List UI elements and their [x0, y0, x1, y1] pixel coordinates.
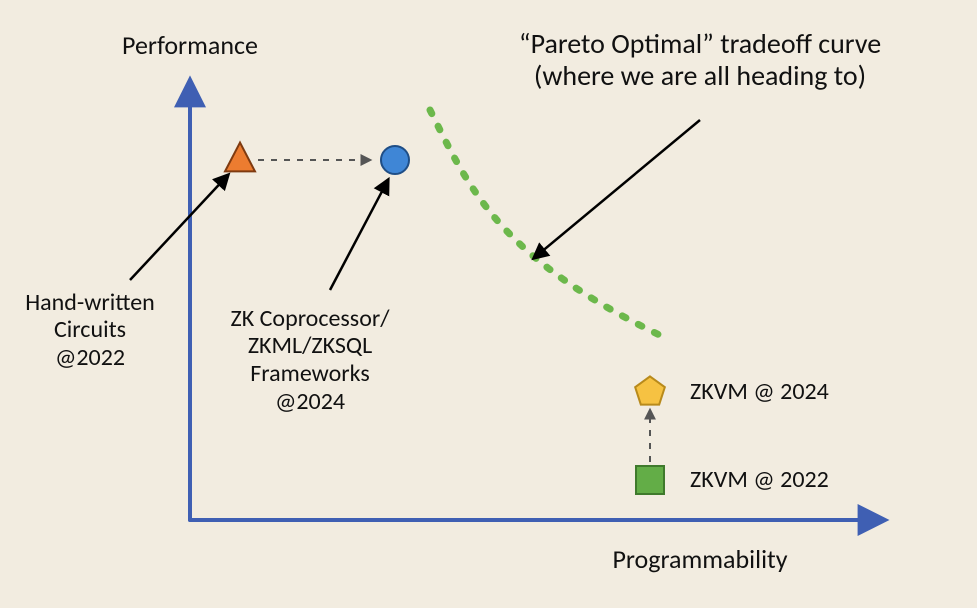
- pareto-label: “Pareto Optimal” tradeoff curve(where we…: [500, 28, 900, 92]
- circle-label: ZK Coprocessor/ZKML/ZKSQLFrameworks@2024: [110, 305, 510, 415]
- square-label: ZKVM @ 2022: [690, 466, 910, 494]
- point-square: [636, 466, 664, 494]
- callout-arrows: [130, 120, 700, 290]
- point-circle: [381, 146, 409, 174]
- axes: [190, 85, 880, 520]
- y-axis-label: Performance: [0, 31, 390, 61]
- chart-container: Performance Programmability “Pareto Optima…: [0, 0, 977, 608]
- point-pentagon: [635, 376, 665, 404]
- x-axis-label: Programmability: [500, 545, 900, 575]
- pentagon-label: ZKVM @ 2024: [690, 378, 910, 406]
- point-triangle: [225, 143, 255, 172]
